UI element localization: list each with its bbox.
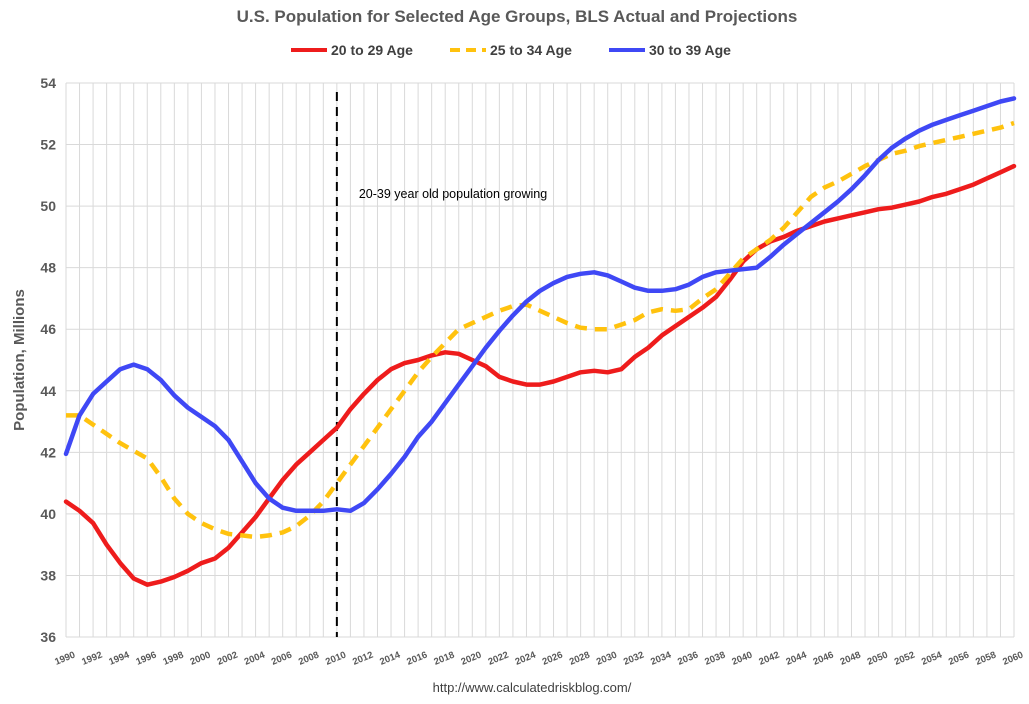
annotation-text: 20-39 year old population growing: [359, 187, 547, 201]
y-tick-label: 42: [40, 444, 56, 460]
y-tick-label: 46: [40, 321, 56, 337]
y-axis-ticks: 36 38 40 42 44 46 48 50 52 54: [40, 75, 56, 645]
y-tick-label: 50: [40, 198, 56, 214]
y-tick-label: 52: [40, 137, 56, 153]
y-tick-label: 54: [40, 75, 56, 91]
y-tick-label: 40: [40, 506, 56, 522]
source-url: http://www.calculatedriskblog.com/: [433, 680, 632, 695]
series-line-20-29: [63, 163, 1017, 587]
y-tick-label: 44: [40, 383, 56, 399]
legend-label-25-34: 25 to 34 Age: [490, 42, 572, 58]
series-line-30-39: [63, 96, 1017, 514]
y-axis-label: Population, Millions: [11, 289, 28, 431]
series-line-25-34: [66, 120, 1015, 540]
legend-label-30-39: 30 to 39 Age: [649, 42, 731, 58]
legend: 20 to 29 Age 25 to 34 Age 30 to 39 Age: [291, 42, 731, 58]
y-tick-label: 48: [40, 260, 56, 276]
y-tick-label: 36: [40, 629, 56, 645]
y-tick-label: 38: [40, 567, 56, 583]
series-lines: [63, 96, 1017, 587]
chart-title: U.S. Population for Selected Age Groups,…: [237, 7, 798, 26]
legend-label-20-29: 20 to 29 Age: [331, 42, 413, 58]
